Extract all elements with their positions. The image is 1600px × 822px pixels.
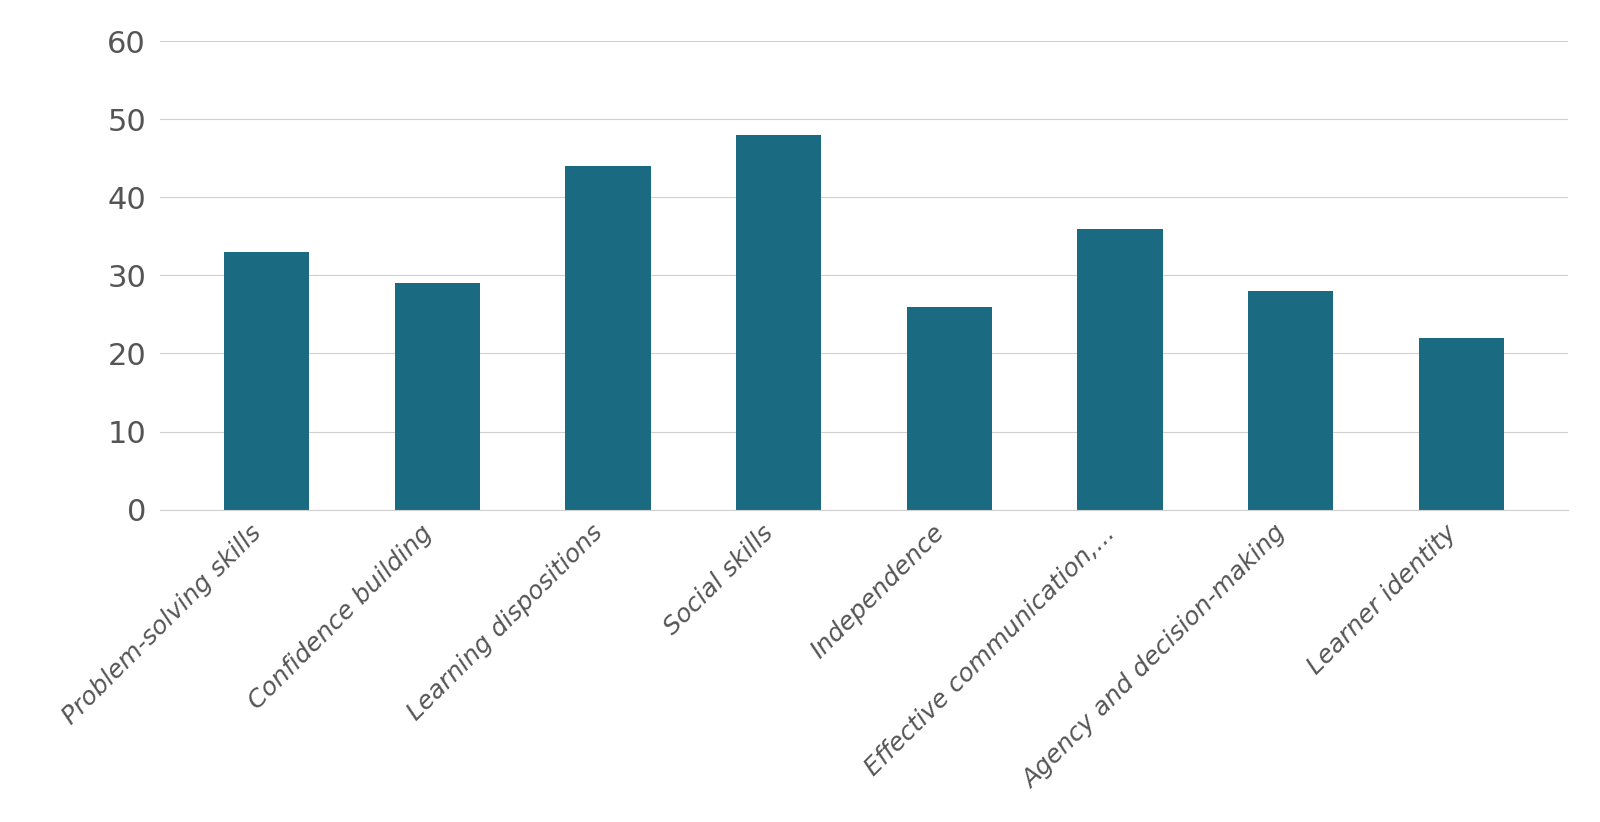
Bar [395, 283, 480, 510]
Bar [1419, 338, 1504, 510]
Bar [224, 252, 309, 510]
Bar [565, 166, 651, 510]
Bar [907, 307, 992, 510]
Bar [1248, 291, 1333, 510]
Bar [1077, 229, 1163, 510]
Bar [736, 135, 821, 510]
